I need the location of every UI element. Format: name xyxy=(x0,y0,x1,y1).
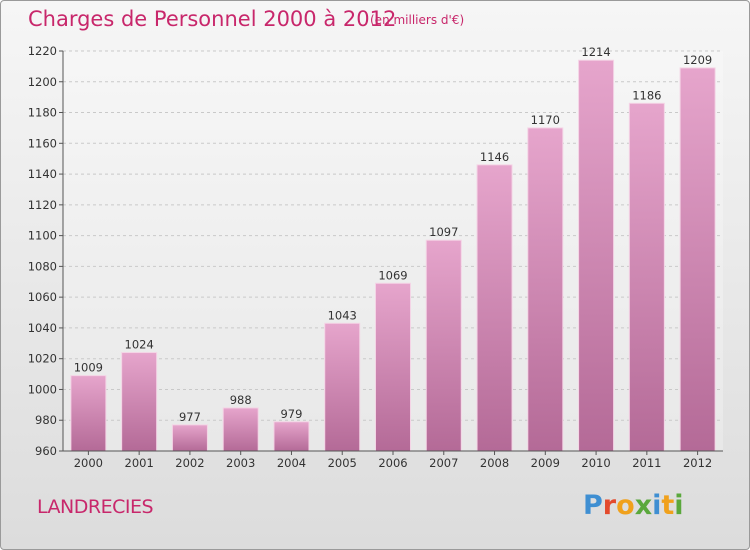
x-tick-label: 2012 xyxy=(683,456,712,470)
commune-name: LANDRECIES xyxy=(37,496,154,518)
bar-value-label: 1043 xyxy=(328,308,357,322)
bar-value-label: 1024 xyxy=(125,338,154,352)
x-tick-label: 2011 xyxy=(632,456,661,470)
logo-letter: i xyxy=(652,490,662,521)
bar-value-label: 1009 xyxy=(74,361,103,375)
x-tick-label: 2008 xyxy=(480,456,509,470)
y-tick-label: 1100 xyxy=(28,229,57,243)
bar-value-label: 1069 xyxy=(378,268,407,282)
y-tick-label: 1140 xyxy=(28,167,57,181)
bar-2012 xyxy=(679,67,716,452)
bar-2006 xyxy=(375,282,411,452)
chart-unit-label: (en milliers d'€) xyxy=(370,13,465,27)
y-tick-label: 1080 xyxy=(28,259,57,273)
proxiti-logo: Proxiti xyxy=(583,490,684,521)
bar-2003 xyxy=(222,407,259,452)
bar-2010 xyxy=(578,59,615,452)
bar-value-label: 1186 xyxy=(632,88,661,102)
y-tick-label: 980 xyxy=(35,413,57,427)
x-tick-label: 2004 xyxy=(277,456,306,470)
x-tick-label: 2000 xyxy=(74,456,103,470)
y-tick-label: 1020 xyxy=(28,352,57,366)
x-tick-label: 2007 xyxy=(429,456,458,470)
chart-title: Charges de Personnel 2000 à 2012 xyxy=(28,7,397,31)
logo-letter: x xyxy=(634,490,653,521)
y-tick-label: 1160 xyxy=(28,136,57,150)
bar-2001 xyxy=(121,352,158,452)
y-tick-label: 1180 xyxy=(28,106,57,120)
bar-value-label: 1097 xyxy=(429,225,458,239)
logo-letter: i xyxy=(674,490,684,521)
y-tick-label: 1200 xyxy=(28,75,57,89)
bar-2007 xyxy=(425,239,462,452)
bar-2011 xyxy=(628,102,665,452)
x-tick-label: 2001 xyxy=(125,456,154,470)
logo-letter: r xyxy=(602,490,617,521)
bar-value-label: 1209 xyxy=(683,53,712,67)
bar-2000 xyxy=(70,375,107,452)
y-tick-label: 1000 xyxy=(28,382,57,396)
bar-value-label: 977 xyxy=(179,410,201,424)
bar-value-label: 979 xyxy=(280,407,302,421)
bar-2005 xyxy=(324,322,361,452)
bar-2004 xyxy=(273,421,310,452)
x-tick-label: 2006 xyxy=(378,456,407,470)
bar-value-label: 1146 xyxy=(480,150,509,164)
bar-value-label: 1170 xyxy=(531,113,560,127)
logo-letter: o xyxy=(616,490,635,521)
y-tick-label: 1040 xyxy=(28,321,57,335)
y-tick-label: 1120 xyxy=(28,198,57,212)
bar-2009 xyxy=(527,127,564,452)
x-tick-label: 2002 xyxy=(175,456,204,470)
bar-value-label: 988 xyxy=(230,393,252,407)
bar-2002 xyxy=(171,424,208,452)
y-tick-label: 960 xyxy=(35,444,57,458)
y-tick-label: 1060 xyxy=(28,290,57,304)
y-tick-label: 1220 xyxy=(28,44,57,58)
logo-letter: t xyxy=(661,490,675,521)
logo-letter: P xyxy=(583,490,603,521)
x-tick-label: 2009 xyxy=(531,456,560,470)
bar-2008 xyxy=(476,164,513,452)
bar-value-label: 1214 xyxy=(581,45,610,59)
x-tick-label: 2003 xyxy=(226,456,255,470)
x-tick-label: 2005 xyxy=(328,456,357,470)
x-tick-label: 2010 xyxy=(581,456,610,470)
